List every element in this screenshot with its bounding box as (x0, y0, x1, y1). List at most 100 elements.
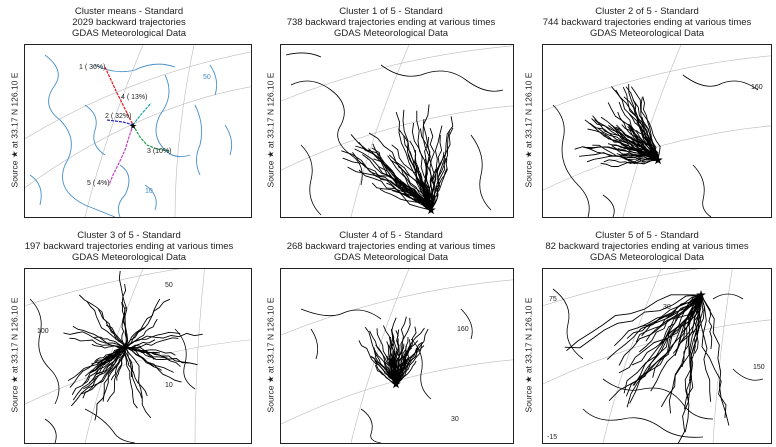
trajectory-line (700, 294, 730, 426)
trajectory-line (603, 158, 659, 164)
source-label: Source ★ at 33.17 N 126.10 E (9, 72, 20, 188)
trajectory-line (83, 346, 126, 390)
trajectory-line (124, 346, 148, 397)
trajectory-line (391, 174, 432, 211)
trajectory-line (370, 355, 397, 385)
trajectory-line (72, 325, 126, 348)
panel-cluster-3: Cluster 3 of 5 - Standard 197 backward t… (0, 224, 260, 447)
trajectory-line (625, 86, 659, 161)
trajectory-line (395, 353, 409, 385)
trajectory-line (95, 346, 126, 375)
grid-label-minus15: -15 (547, 434, 557, 441)
title-line-2: 2029 backward trajectories (72, 17, 186, 28)
trajectory-line (391, 190, 432, 211)
trajectory-line (390, 330, 399, 385)
map-frame: 50 10 1 ( 36%) 2 ( 32%) 3 (10%) 4 ( 13%)… (24, 44, 252, 218)
title-line-3: GDAS Meteorological Data (333, 28, 449, 39)
trajectory-line (579, 152, 659, 164)
panel-title: Cluster 5 of 5 - Standard 82 backward tr… (524, 230, 770, 263)
grid-lines (281, 45, 513, 217)
grid-label-10: 10 (145, 188, 153, 195)
cluster-4-trajectory (132, 102, 152, 126)
trajectory-line (71, 346, 126, 396)
trajectory-line (689, 294, 702, 382)
title-line-3: GDAS Meteorological Data (71, 28, 187, 39)
trajectory-lines: ★ (341, 104, 454, 215)
trajectory-line (124, 346, 138, 409)
trajectory-line (124, 346, 189, 364)
trajectory-line (395, 337, 409, 385)
trajectory-line (105, 324, 126, 348)
trajectory-line (684, 294, 702, 402)
title-line-1: Cluster 2 of 5 - Standard (595, 6, 699, 17)
trajectory-line (124, 346, 181, 367)
map-canvas: 160 30 ★ (281, 269, 513, 443)
trajectory-line (124, 337, 179, 349)
grid-label-10: 10 (165, 382, 173, 389)
source-star-icon: ★ (121, 342, 129, 352)
trajectory-line (364, 326, 397, 385)
cluster-1-trajectory (104, 66, 134, 126)
trajectory-line (629, 136, 659, 161)
source-label: Source ★ at 33.17 N 126.10 E (523, 297, 534, 413)
grid-label-150: 150 (753, 364, 765, 371)
map-frame: 50 100 10 ★ (24, 268, 252, 444)
source-label: Source ★ at 33.17 N 126.10 E (265, 297, 276, 413)
trajectory-line (390, 159, 432, 211)
trajectory-line (124, 298, 161, 348)
trajectory-line (684, 294, 702, 433)
trajectory-line (121, 302, 127, 348)
panel-cluster-2: Cluster 2 of 5 - Standard 744 backward t… (520, 0, 776, 222)
title-line-1: Cluster 1 of 5 - Standard (339, 6, 443, 17)
cluster-3-trajectory (132, 124, 171, 152)
source-label: Source ★ at 33.17 N 126.10 E (9, 297, 20, 413)
trajectory-line (398, 128, 432, 211)
coastlines (29, 54, 233, 217)
trajectory-line (660, 294, 702, 408)
title-line-1: Cluster means - Standard (74, 6, 184, 17)
coastlines (285, 52, 504, 216)
trajectory-line (566, 294, 702, 351)
trajectory-line (342, 157, 432, 211)
source-star-icon: ★ (392, 379, 400, 389)
title-line-3: GDAS Meteorological Data (71, 252, 187, 263)
title-line-2: 197 backward trajectories ending at vari… (24, 241, 234, 252)
cluster-label-4: 4 ( 13%) (121, 94, 147, 101)
map-canvas: 50 100 10 ★ (25, 269, 251, 443)
coastlines (300, 308, 473, 443)
trajectory-line (623, 153, 659, 161)
source-label: Source ★ at 33.17 N 126.10 E (523, 72, 534, 188)
panel-title: Cluster 2 of 5 - Standard 744 backward t… (524, 6, 770, 39)
trajectory-line (419, 128, 432, 211)
panel-cluster-1: Cluster 1 of 5 - Standard 738 backward t… (262, 0, 518, 222)
trajectory-line (642, 133, 659, 161)
trajectory-line (124, 332, 203, 348)
trajectory-line (124, 346, 174, 373)
trajectory-line (629, 148, 659, 161)
source-label: Source ★ at 33.17 N 126.10 E (265, 72, 276, 188)
trajectory-line (642, 96, 659, 161)
trajectory-line (587, 128, 659, 161)
map-canvas: 75 30 150 -15 ★ (543, 269, 771, 443)
trajectory-line (124, 346, 182, 383)
title-line-1: Cluster 3 of 5 - Standard (77, 230, 181, 241)
map-frame: 75 30 150 -15 ★ (542, 268, 772, 444)
trajectory-line (416, 110, 433, 211)
map-frame: 160 ★ (542, 44, 772, 218)
trajectory-line (625, 294, 702, 397)
trajectory-line (372, 143, 432, 211)
title-line-3: GDAS Meteorological Data (589, 252, 705, 263)
grid-label-160: 160 (751, 84, 763, 91)
trajectory-line (91, 343, 126, 349)
trajectory-line (124, 318, 158, 348)
trajectory-line (564, 294, 702, 349)
trajectory-line (623, 96, 659, 161)
panel-title: Cluster 3 of 5 - Standard 197 backward t… (4, 230, 254, 263)
map-canvas: 160 ★ (543, 45, 771, 217)
grid-label-30: 30 (451, 416, 459, 423)
trajectory-line (86, 300, 126, 348)
grid-label-50: 50 (203, 74, 211, 81)
trajectory-lines: ★ (564, 290, 730, 443)
trajectory-line (124, 346, 143, 399)
trajectory-line (639, 294, 702, 328)
